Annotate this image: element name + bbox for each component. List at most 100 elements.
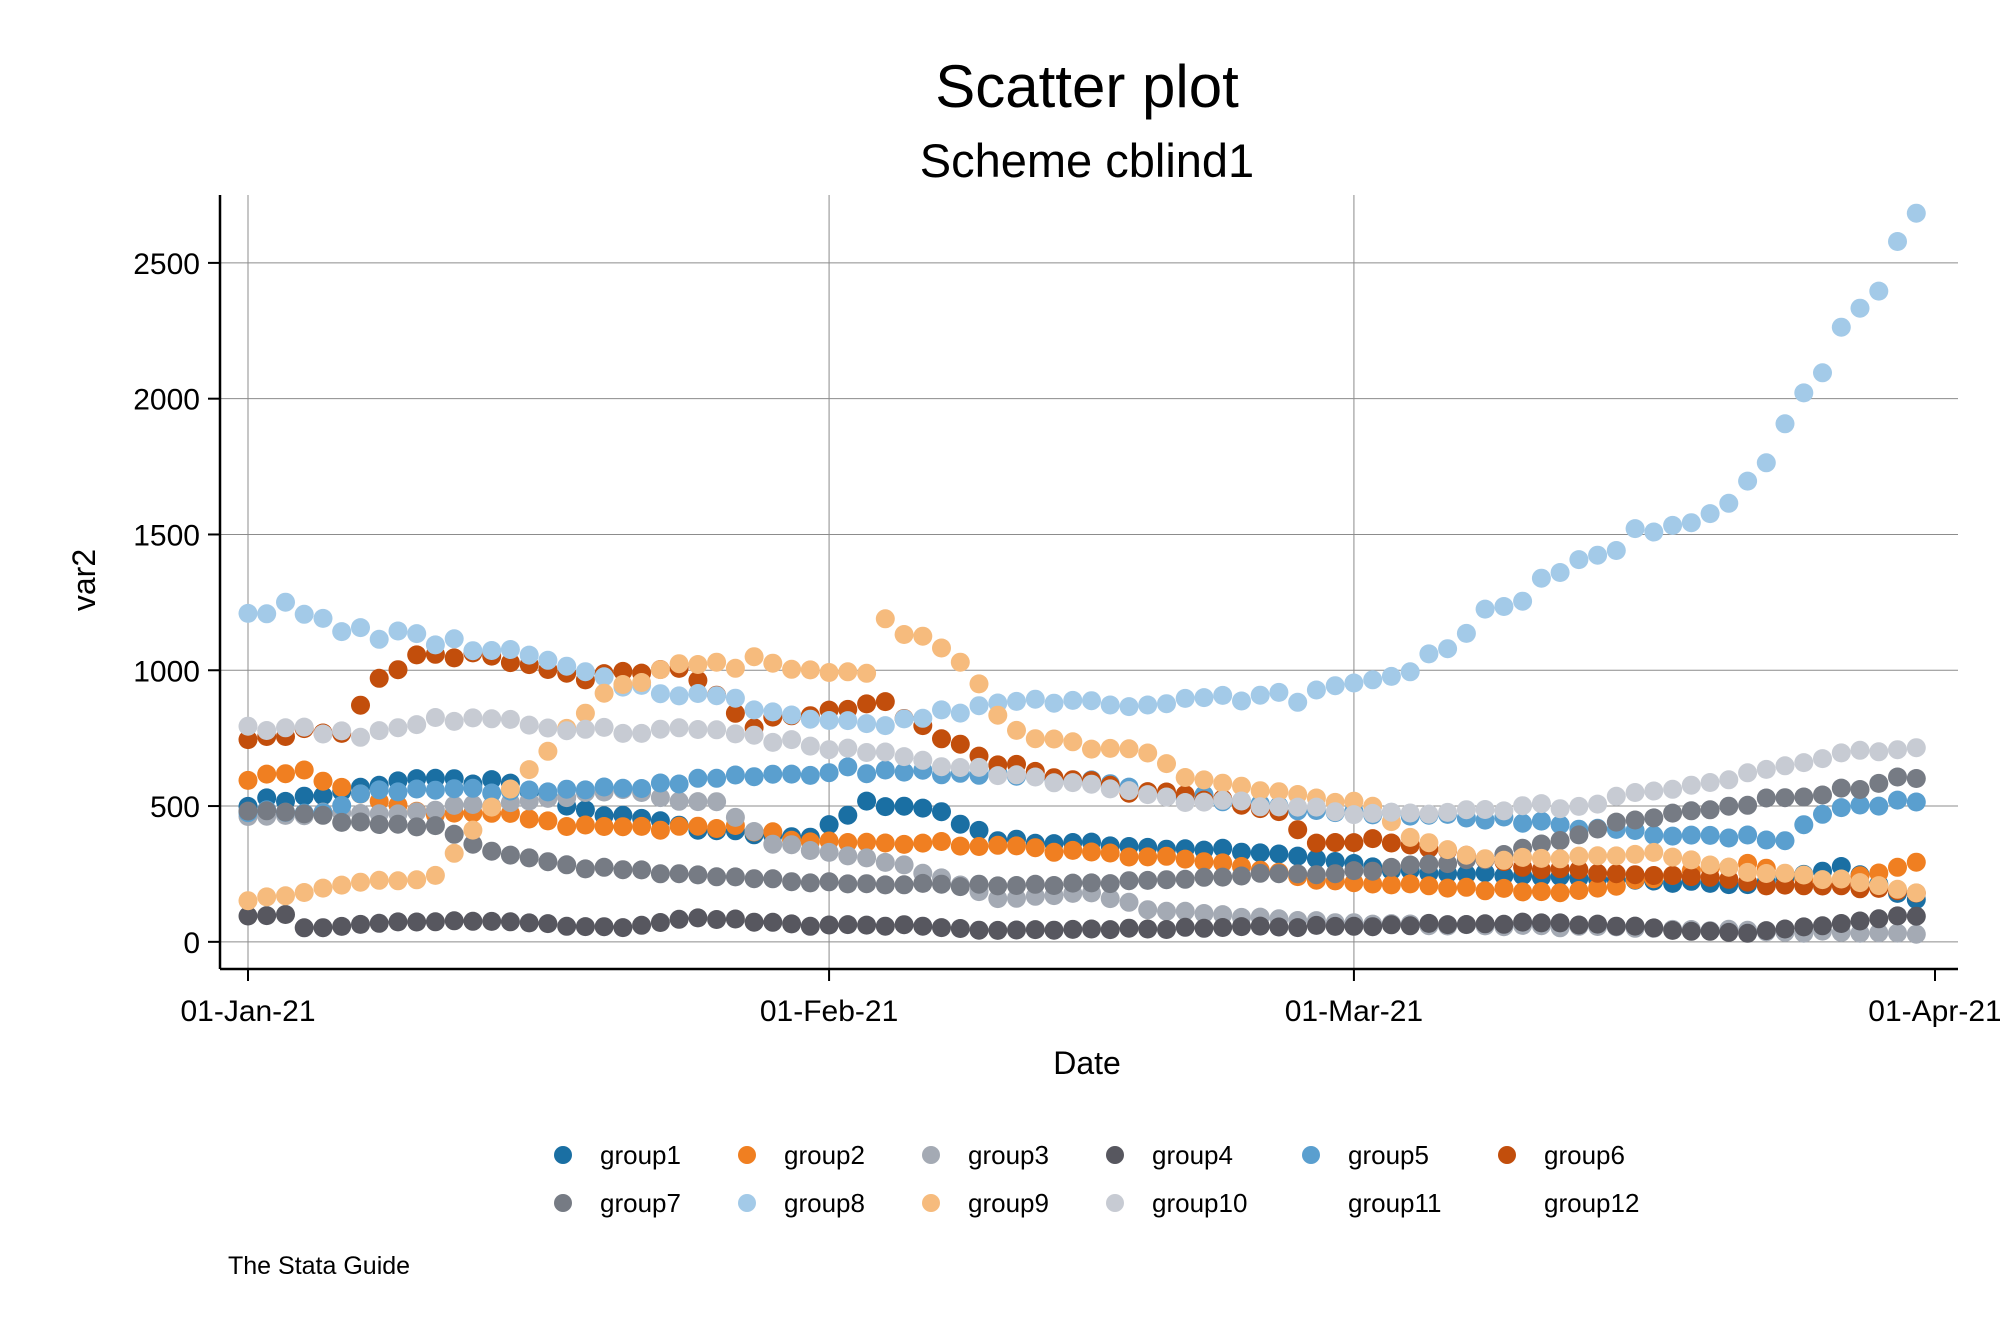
group9-point bbox=[669, 654, 689, 674]
group6-point bbox=[369, 668, 389, 688]
group4-point bbox=[1288, 918, 1308, 938]
group4-point bbox=[407, 912, 427, 932]
group2-point bbox=[557, 817, 577, 836]
group4-point bbox=[1381, 915, 1401, 935]
group9-point bbox=[1644, 842, 1664, 862]
legend-marker bbox=[554, 1146, 572, 1164]
group2-point bbox=[1063, 840, 1083, 860]
group7-point bbox=[575, 859, 595, 879]
group7-point bbox=[1213, 867, 1233, 887]
group8-point bbox=[1644, 522, 1664, 542]
group7-point bbox=[482, 841, 502, 861]
group4-point bbox=[1025, 920, 1045, 940]
group10-point bbox=[1700, 773, 1720, 792]
group7-point bbox=[1906, 769, 1926, 788]
group1-point bbox=[1475, 863, 1495, 883]
group2-point bbox=[313, 771, 333, 791]
group5-point bbox=[557, 779, 577, 799]
group10-point bbox=[1419, 804, 1439, 824]
group8-point bbox=[1888, 232, 1907, 251]
group9-point bbox=[1175, 768, 1195, 787]
group4-point bbox=[238, 906, 258, 926]
series-group8 bbox=[238, 203, 1926, 736]
group2-point bbox=[932, 832, 951, 851]
group9-point bbox=[1138, 743, 1158, 763]
group4-point bbox=[1738, 923, 1758, 943]
group10-point bbox=[276, 718, 295, 738]
group4-point bbox=[969, 920, 989, 940]
group8-point bbox=[1381, 666, 1401, 686]
group1-point bbox=[1213, 838, 1233, 858]
group5-point bbox=[838, 757, 858, 777]
group7-point bbox=[932, 874, 951, 894]
group4-point bbox=[1531, 913, 1551, 933]
group2-point bbox=[1550, 883, 1570, 903]
group8-point bbox=[1756, 453, 1776, 473]
group4-point bbox=[594, 917, 614, 937]
group7-point bbox=[407, 817, 427, 837]
group4-point bbox=[1756, 921, 1776, 941]
group7-point bbox=[1719, 796, 1739, 816]
group10-point bbox=[1906, 738, 1926, 758]
group2-point bbox=[1475, 881, 1495, 901]
group10-point bbox=[1475, 800, 1495, 819]
group10-point bbox=[1775, 756, 1795, 776]
group9-point bbox=[1513, 847, 1533, 867]
group10-point bbox=[932, 757, 951, 777]
group4-point bbox=[1138, 919, 1158, 939]
legend-label: group2 bbox=[784, 1140, 865, 1170]
group4-point bbox=[313, 918, 333, 938]
group3-point bbox=[1888, 923, 1907, 943]
group6-point bbox=[388, 660, 408, 680]
group7-point bbox=[1888, 767, 1907, 787]
group9-point bbox=[1213, 773, 1233, 793]
group9-point bbox=[351, 872, 370, 892]
group3-point bbox=[407, 802, 427, 822]
group7-point bbox=[594, 857, 614, 877]
group4-point bbox=[913, 916, 933, 936]
group7-point bbox=[669, 864, 689, 884]
group2-point bbox=[707, 819, 727, 838]
group9-point bbox=[1831, 869, 1851, 889]
group8-point bbox=[1344, 673, 1364, 693]
group4-point bbox=[894, 915, 914, 935]
group4-point bbox=[500, 912, 520, 932]
group4-point bbox=[425, 912, 445, 932]
group3-point bbox=[425, 800, 445, 820]
group8-point bbox=[1794, 383, 1814, 403]
group8-point bbox=[1738, 471, 1758, 491]
group10-point bbox=[538, 718, 558, 738]
group7-point bbox=[1775, 788, 1795, 808]
group7-point bbox=[1082, 873, 1101, 893]
group7-point bbox=[1250, 863, 1270, 883]
group1-point bbox=[932, 802, 951, 822]
group2-point bbox=[1400, 874, 1420, 894]
group9-point bbox=[425, 865, 445, 885]
group2-point bbox=[650, 820, 670, 840]
group7-point bbox=[238, 801, 258, 821]
legend-item-group5: group5 bbox=[1302, 1140, 1429, 1170]
group10-point bbox=[1157, 787, 1176, 807]
group10-point bbox=[500, 709, 520, 729]
group6-point bbox=[1381, 833, 1401, 853]
group9-point bbox=[1044, 729, 1064, 749]
group9-point bbox=[388, 871, 408, 891]
group10-point bbox=[1456, 800, 1476, 820]
series-group9 bbox=[238, 609, 1926, 911]
group10-point bbox=[1813, 749, 1832, 769]
group10-point bbox=[763, 732, 783, 752]
group2-point bbox=[857, 832, 877, 852]
group10-point bbox=[613, 723, 633, 743]
group2-point bbox=[332, 777, 352, 797]
group2-point bbox=[1157, 846, 1176, 866]
group10-point bbox=[1644, 781, 1664, 801]
group3-point bbox=[725, 807, 745, 827]
group7-point bbox=[257, 801, 277, 821]
group9-point bbox=[782, 659, 802, 679]
group10-point bbox=[519, 715, 539, 735]
group7-point bbox=[1175, 869, 1195, 889]
group10-point bbox=[1363, 803, 1383, 823]
group9-point bbox=[1888, 879, 1907, 899]
group9-point bbox=[575, 703, 595, 723]
